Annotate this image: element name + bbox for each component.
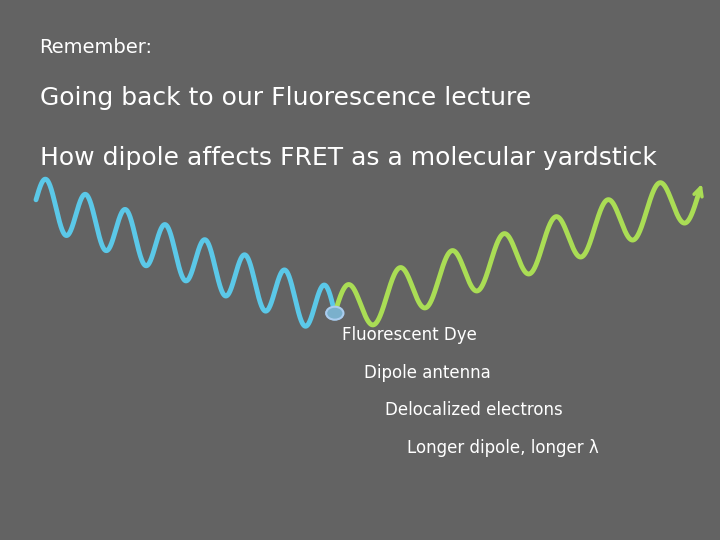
Text: How dipole affects FRET as a molecular yardstick: How dipole affects FRET as a molecular y… (40, 146, 657, 170)
Text: Remember:: Remember: (40, 38, 153, 57)
Text: Going back to our Fluorescence lecture: Going back to our Fluorescence lecture (40, 86, 531, 110)
Text: Dipole antenna: Dipole antenna (364, 363, 490, 382)
Text: Fluorescent Dye: Fluorescent Dye (342, 326, 477, 344)
Text: Longer dipole, longer λ: Longer dipole, longer λ (407, 439, 598, 457)
Circle shape (326, 307, 343, 320)
Text: Delocalized electrons: Delocalized electrons (385, 401, 563, 420)
